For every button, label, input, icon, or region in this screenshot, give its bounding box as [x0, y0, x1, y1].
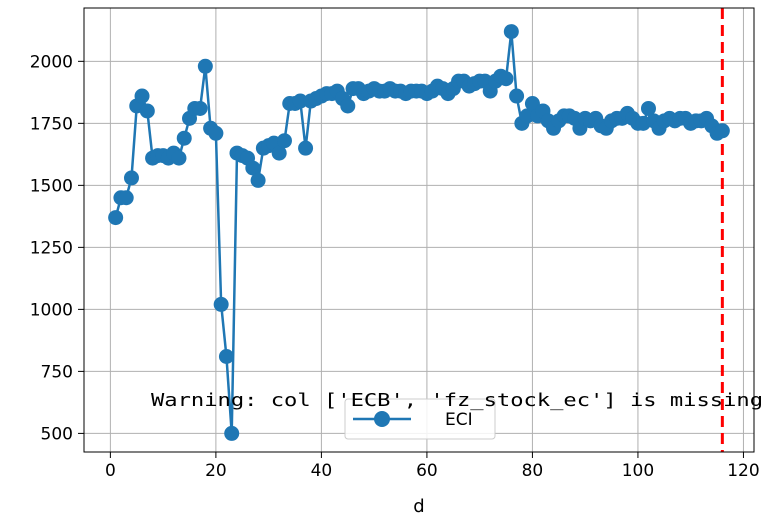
data-point [108, 210, 124, 226]
data-point [524, 95, 540, 111]
y-tick-label: 1250 [30, 238, 73, 258]
axis-ticks: 0 20 40 60 80 100 120 500 750 1000 1250 1500 1750 200… [30, 52, 760, 481]
data-point [503, 24, 519, 40]
x-tick-label: 120 [727, 461, 759, 481]
y-tick-label: 750 [41, 362, 73, 382]
x-tick-label: 80 [522, 461, 544, 481]
y-tick-label: 1750 [30, 114, 73, 134]
plot-frame [83, 7, 755, 453]
legend-label-eci: ECI [445, 410, 473, 430]
x-tick-label: 20 [205, 461, 227, 481]
data-point [292, 93, 308, 109]
data-point [192, 100, 208, 116]
data-point [271, 145, 287, 161]
x-axis-label: d [413, 496, 424, 517]
data-point [218, 349, 234, 365]
data-point [139, 103, 155, 119]
x-tick-label: 0 [105, 461, 116, 481]
data-point [197, 58, 213, 74]
legend-marker-swatch [374, 411, 390, 427]
x-tick-label: 60 [416, 461, 438, 481]
data-point [250, 172, 266, 188]
data-point [340, 98, 356, 114]
data-point [224, 425, 240, 441]
data-point [208, 125, 224, 141]
series-layer [108, 24, 730, 441]
warning-annotation: Warning: col ['ECB', 'fz_stock_ec'] is m… [151, 390, 763, 411]
data-point [509, 88, 525, 104]
data-point [498, 71, 514, 87]
grid-lines [84, 8, 754, 452]
data-point [176, 130, 192, 146]
data-point [245, 160, 261, 176]
y-tick-label: 1500 [30, 176, 73, 196]
data-point [519, 108, 535, 124]
data-point [118, 190, 134, 206]
y-tick-label: 500 [41, 424, 73, 444]
y-tick-label: 1000 [30, 300, 73, 320]
data-point [640, 100, 656, 116]
data-point [171, 150, 187, 166]
legend-box [344, 398, 496, 440]
data-point [714, 123, 730, 139]
data-point [134, 88, 150, 104]
data-point [213, 296, 229, 312]
data-point [298, 140, 314, 156]
x-tick-label: 40 [311, 461, 333, 481]
x-tick-label: 100 [622, 461, 654, 481]
y-tick-label: 2000 [30, 52, 73, 72]
data-point [123, 170, 139, 186]
data-point [276, 133, 292, 149]
legend: ECI [344, 398, 496, 440]
